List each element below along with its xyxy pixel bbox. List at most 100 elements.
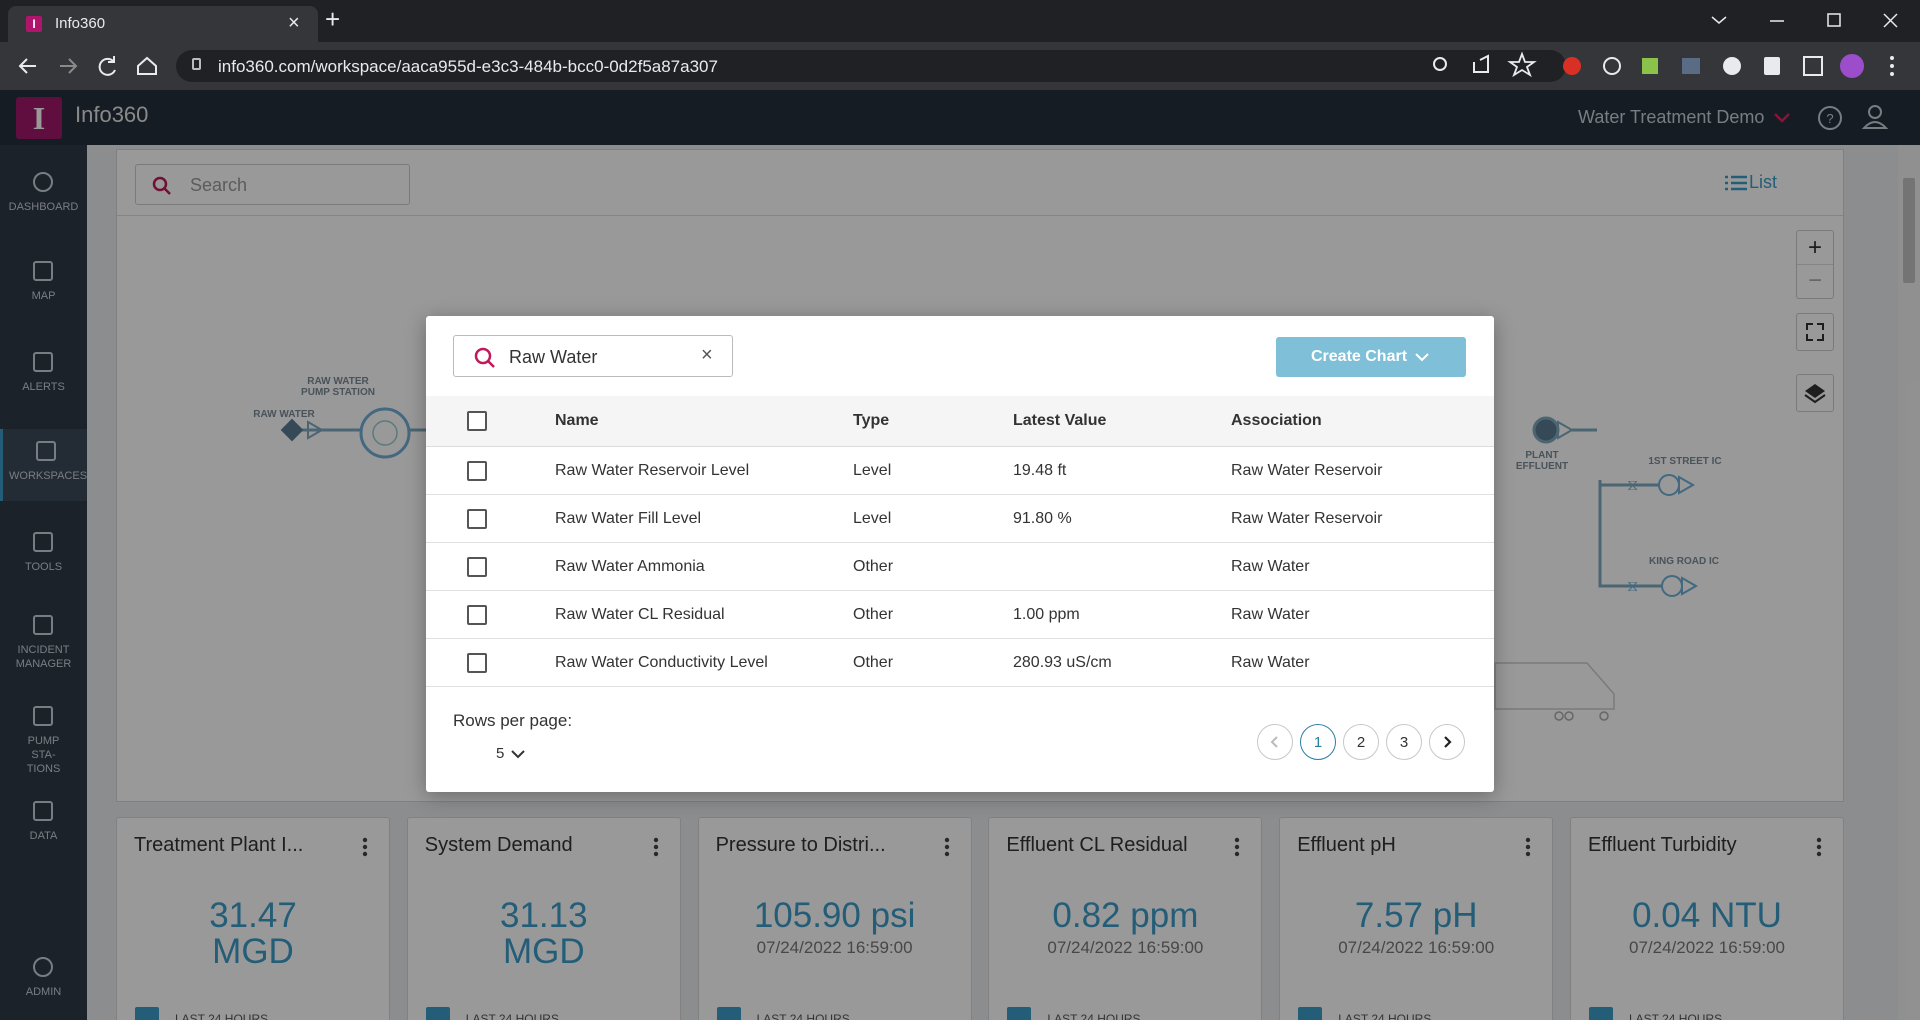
- card-footer[interactable]: LAST 24 HOURS: [716, 1007, 850, 1020]
- next-icon: [1444, 736, 1452, 748]
- profile[interactable]: [1840, 54, 1864, 78]
- kebab-icon: [1235, 837, 1240, 857]
- page-button[interactable]: 1: [1300, 724, 1336, 760]
- card-menu[interactable]: [944, 836, 950, 858]
- close-window[interactable]: [1883, 13, 1898, 28]
- zoom-icon[interactable]: [1433, 57, 1447, 71]
- table-cell: Other: [853, 558, 894, 575]
- nav-item[interactable]: ALERTS: [0, 340, 87, 412]
- active-tab[interactable]: I Info360 ×: [8, 6, 318, 42]
- workspace-selector[interactable]: Water Treatment Demo: [1578, 107, 1765, 127]
- reload[interactable]: [98, 56, 116, 76]
- nav-label: INCIDENT MANAGER: [15, 644, 72, 670]
- restore[interactable]: [1827, 13, 1841, 27]
- card-value: 0.82: [1052, 896, 1121, 935]
- home[interactable]: [137, 56, 157, 75]
- card-date: 07/24/2022 16:59:00: [756, 938, 913, 957]
- card-footer[interactable]: LAST 24 HOURS: [425, 1007, 559, 1020]
- card-footer[interactable]: LAST 24 HOURS: [1589, 1007, 1722, 1020]
- omnibox[interactable]: info360.com/workspace/aaca955d-e3c3-484b…: [176, 50, 1566, 82]
- extensions[interactable]: [1764, 57, 1780, 75]
- row-checkbox[interactable]: [467, 605, 487, 625]
- side-panel[interactable]: [1803, 56, 1823, 76]
- kpi-card[interactable]: Treatment Plant I... 31.47 MGD LAST 24 HOUR…: [116, 817, 390, 1020]
- card-menu[interactable]: [1816, 836, 1822, 858]
- nav-item[interactable]: ADMIN: [0, 945, 87, 1017]
- nav-item[interactable]: PUMP STA-TIONS: [0, 694, 87, 778]
- scroll-thumb[interactable]: [1903, 178, 1915, 283]
- scrollbar: [1898, 145, 1920, 1020]
- rows-per-page-select[interactable]: 5: [496, 745, 527, 762]
- card-footer[interactable]: LAST 24 HOURS: [135, 1007, 268, 1020]
- layers[interactable]: [1796, 374, 1834, 412]
- new-tab[interactable]: +: [325, 4, 341, 34]
- tab-search[interactable]: [1711, 16, 1727, 24]
- ext-3[interactable]: [1642, 58, 1658, 74]
- app-logo[interactable]: I: [16, 97, 62, 139]
- card-menu[interactable]: [1525, 836, 1531, 858]
- ext-5[interactable]: [1723, 57, 1741, 75]
- ext-2[interactable]: [1603, 57, 1621, 75]
- kpi-card[interactable]: Effluent Turbidity 0.04 NTU 07/24/2022 16:…: [1570, 817, 1844, 1020]
- nav-item[interactable]: MAP: [0, 249, 87, 321]
- nav-item[interactable]: DASHBOARD: [0, 160, 87, 232]
- clear-search[interactable]: ×: [701, 344, 713, 366]
- back[interactable]: [18, 58, 36, 74]
- ext-4[interactable]: [1682, 58, 1700, 74]
- tab-favicon: I: [26, 16, 42, 32]
- table-row[interactable]: Raw Water Ammonia Other Raw Water: [426, 543, 1494, 591]
- workspace-chevron[interactable]: [1774, 113, 1790, 123]
- menu[interactable]: [1890, 56, 1894, 76]
- forward[interactable]: [60, 58, 78, 74]
- modal-search[interactable]: Raw Water ×: [453, 335, 733, 377]
- kpi-card[interactable]: System Demand 31.13 MGD LAST 24 HOURS: [406, 817, 681, 1020]
- bookmark-icon[interactable]: [1507, 51, 1537, 78]
- list-toggle[interactable]: List: [1725, 172, 1777, 193]
- table-row[interactable]: Raw Water Conductivity Level Other 280.93 …: [426, 639, 1494, 687]
- row-checkbox[interactable]: [467, 557, 487, 577]
- nav-item[interactable]: INCIDENT MANAGER: [0, 603, 87, 687]
- page-prev[interactable]: [1257, 724, 1293, 760]
- kpi-card[interactable]: Pressure to Distri... 105.90 psi 07/24/202…: [697, 817, 972, 1020]
- card-unit: MGD: [502, 932, 585, 971]
- column-header[interactable]: Latest Value: [1013, 412, 1107, 429]
- table-row[interactable]: Raw Water Fill Level Level 91.80 % Raw Wate…: [426, 495, 1494, 543]
- row-checkbox[interactable]: [467, 461, 487, 481]
- nav-item[interactable]: WORKSPACES: [0, 429, 87, 501]
- row-checkbox[interactable]: [467, 653, 487, 673]
- share-icon[interactable]: [1473, 54, 1489, 73]
- nav-icon: [33, 532, 53, 552]
- page-button[interactable]: 2: [1343, 724, 1379, 760]
- column-header[interactable]: Type: [853, 412, 890, 429]
- fullscreen[interactable]: [1796, 313, 1834, 351]
- table-row[interactable]: Raw Water CL Residual Other 1.00 ppm Raw Wa…: [426, 591, 1494, 639]
- help[interactable]: [1818, 106, 1842, 130]
- create-chart-button[interactable]: Create Chart: [1276, 337, 1466, 377]
- row-checkbox[interactable]: [467, 509, 487, 529]
- page-button[interactable]: 3: [1386, 724, 1422, 760]
- table-row[interactable]: Raw Water Reservoir Level Level 19.48 ft Ra…: [426, 447, 1494, 495]
- card-footer[interactable]: LAST 24 HOURS: [1298, 1007, 1431, 1020]
- zoom-out[interactable]: −: [1807, 267, 1822, 294]
- ext-1[interactable]: [1563, 57, 1581, 75]
- card-menu[interactable]: [653, 836, 659, 858]
- card-unit: NTU: [1709, 896, 1782, 935]
- kpi-card[interactable]: Effluent pH 7.57 pH 07/24/2022 16:59:00 LAS…: [1279, 817, 1554, 1020]
- column-header[interactable]: Association: [1231, 412, 1322, 429]
- select-all[interactable]: [467, 411, 487, 431]
- card-menu[interactable]: [362, 836, 368, 858]
- column-header[interactable]: Name: [555, 412, 599, 429]
- zoom-in[interactable]: +: [1797, 231, 1833, 265]
- tab-close[interactable]: ×: [288, 12, 300, 34]
- create-chart-label: Create Chart: [1310, 348, 1408, 365]
- nav-icon: [33, 957, 53, 977]
- workspace-search[interactable]: Search: [135, 164, 410, 205]
- card-menu[interactable]: [1234, 836, 1240, 858]
- kpi-card[interactable]: Effluent CL Residual 0.82 ppm 07/24/2022 1…: [988, 817, 1263, 1020]
- nav-item[interactable]: DATA: [0, 789, 87, 861]
- page-next[interactable]: [1429, 724, 1465, 760]
- card-footer[interactable]: LAST 24 HOURS: [1007, 1007, 1141, 1020]
- user[interactable]: [1868, 105, 1882, 119]
- nav-item[interactable]: TOOLS: [0, 520, 87, 592]
- svg-text:⧖: ⧖: [1627, 578, 1638, 595]
